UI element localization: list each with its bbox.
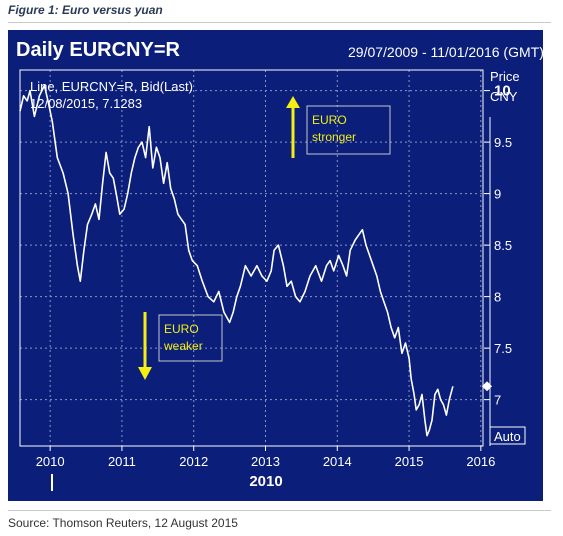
legend-value-line: 12/08/2015, 7.1283 [30,96,142,111]
x-tick-label: 2011 [108,454,136,469]
y-axis-ticks: 10 9.5 9 8.5 8 7.5 7 [484,83,512,408]
x-tick-label: 2014 [323,454,352,469]
euro-weaker-box [158,314,223,362]
x-tick-label: 2012 [179,454,208,469]
grid-lines [20,70,490,446]
y-tick-label: 9 [494,187,501,202]
x-tick-label: 2013 [251,454,280,469]
plot-frame [19,69,484,447]
euro-weaker-label-2: weaker [163,339,203,353]
y-tick-label: 9.5 [494,135,512,150]
euro-stronger-arrow-head [286,96,300,108]
y-tick-label: 7 [494,393,501,408]
x-axis-ticks: 2010 2011 2012 2013 2014 2015 2016 [36,446,495,469]
auto-scale-box[interactable] [489,426,526,445]
source-note: Source: Thomson Reuters, 12 August 2015 [8,516,238,530]
y-tick-label: 8.5 [494,238,512,253]
legend-series-line: Line, EURCNY=R, Bid(Last) [30,79,193,94]
x-tick-label: 2010 [36,454,65,469]
y-axis-label-price: Price [490,69,520,84]
y-tick-label: 7.5 [494,341,512,356]
euro-weaker-arrow-head [138,367,152,380]
current-price-marker [482,381,492,392]
y-tick-label: 10 [494,83,511,100]
chart-header-title: Daily EURCNY=R [16,39,180,61]
euro-stronger-label-1: EURO [312,113,347,127]
chart-panel [8,30,543,501]
chart-date-range: 29/07/2009 - 11/01/2016 (GMT) [348,44,544,60]
x-tick-label: 2015 [395,454,424,469]
eurcny-price-line [19,84,454,437]
y-axis-label-unit: CNY [490,89,518,104]
figure-title: Figure 1: Euro versus yuan [8,3,163,17]
auto-scale-button[interactable]: Auto [494,429,521,444]
euro-stronger-box [306,105,391,155]
bottom-divider [8,510,551,511]
euro-stronger-label-2: stronger [312,130,356,144]
euro-weaker-label-1: EURO [164,322,199,336]
y-tick-label: 8 [494,290,501,305]
top-divider [8,22,551,23]
x-tick-label: 2016 [466,454,495,469]
x-axis-sublabel: 2010 [249,473,282,490]
